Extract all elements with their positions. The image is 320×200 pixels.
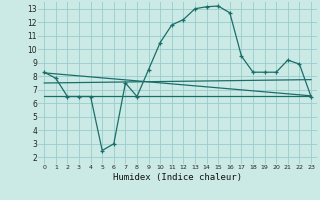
X-axis label: Humidex (Indice chaleur): Humidex (Indice chaleur) xyxy=(113,173,242,182)
